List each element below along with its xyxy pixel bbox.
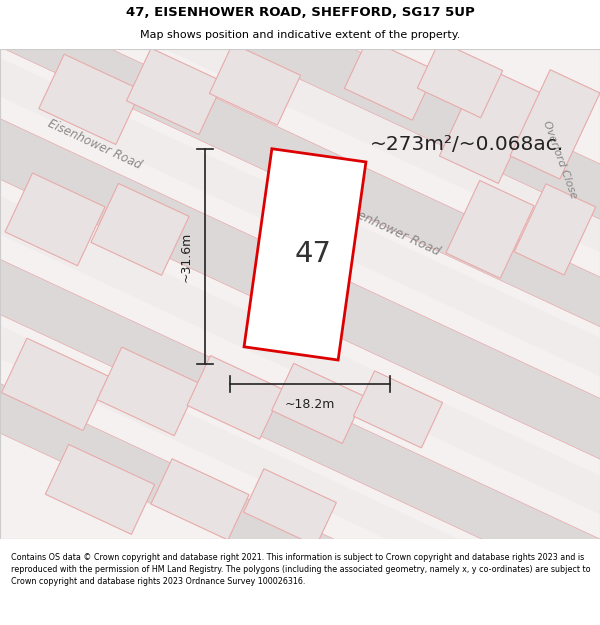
Polygon shape xyxy=(127,48,224,134)
Polygon shape xyxy=(446,181,534,278)
Polygon shape xyxy=(0,25,600,437)
Text: 47: 47 xyxy=(295,241,331,268)
Polygon shape xyxy=(0,292,600,625)
Polygon shape xyxy=(0,0,600,396)
Polygon shape xyxy=(514,184,596,275)
Polygon shape xyxy=(272,363,364,443)
Polygon shape xyxy=(439,66,541,183)
Polygon shape xyxy=(2,338,109,431)
Polygon shape xyxy=(209,44,301,125)
Polygon shape xyxy=(39,54,141,144)
Polygon shape xyxy=(0,0,600,335)
Text: ~31.6m: ~31.6m xyxy=(180,232,193,282)
Polygon shape xyxy=(5,173,105,266)
Polygon shape xyxy=(0,190,600,616)
Polygon shape xyxy=(417,41,503,118)
Text: 47, EISENHOWER ROAD, SHEFFORD, SG17 5UP: 47, EISENHOWER ROAD, SHEFFORD, SG17 5UP xyxy=(125,6,475,19)
Polygon shape xyxy=(510,70,600,179)
Text: Overlord Close: Overlord Close xyxy=(541,119,579,200)
Polygon shape xyxy=(244,149,366,360)
Text: Eisenhower Road: Eisenhower Road xyxy=(338,201,442,258)
Text: Map shows position and indicative extent of the property.: Map shows position and indicative extent… xyxy=(140,30,460,40)
Polygon shape xyxy=(0,244,600,625)
Text: Eisenhower Road: Eisenhower Road xyxy=(46,117,144,172)
Polygon shape xyxy=(344,39,436,120)
Polygon shape xyxy=(91,184,189,275)
Polygon shape xyxy=(46,444,155,534)
Polygon shape xyxy=(244,469,337,546)
Polygon shape xyxy=(0,75,600,505)
Polygon shape xyxy=(0,0,600,308)
Polygon shape xyxy=(97,347,199,436)
Polygon shape xyxy=(0,138,600,550)
Text: Contains OS data © Crown copyright and database right 2021. This information is : Contains OS data © Crown copyright and d… xyxy=(11,554,590,586)
Polygon shape xyxy=(187,356,283,439)
Polygon shape xyxy=(151,459,249,540)
Text: ~18.2m: ~18.2m xyxy=(285,398,335,411)
Polygon shape xyxy=(353,371,443,448)
Text: ~273m²/~0.068ac.: ~273m²/~0.068ac. xyxy=(370,135,564,154)
